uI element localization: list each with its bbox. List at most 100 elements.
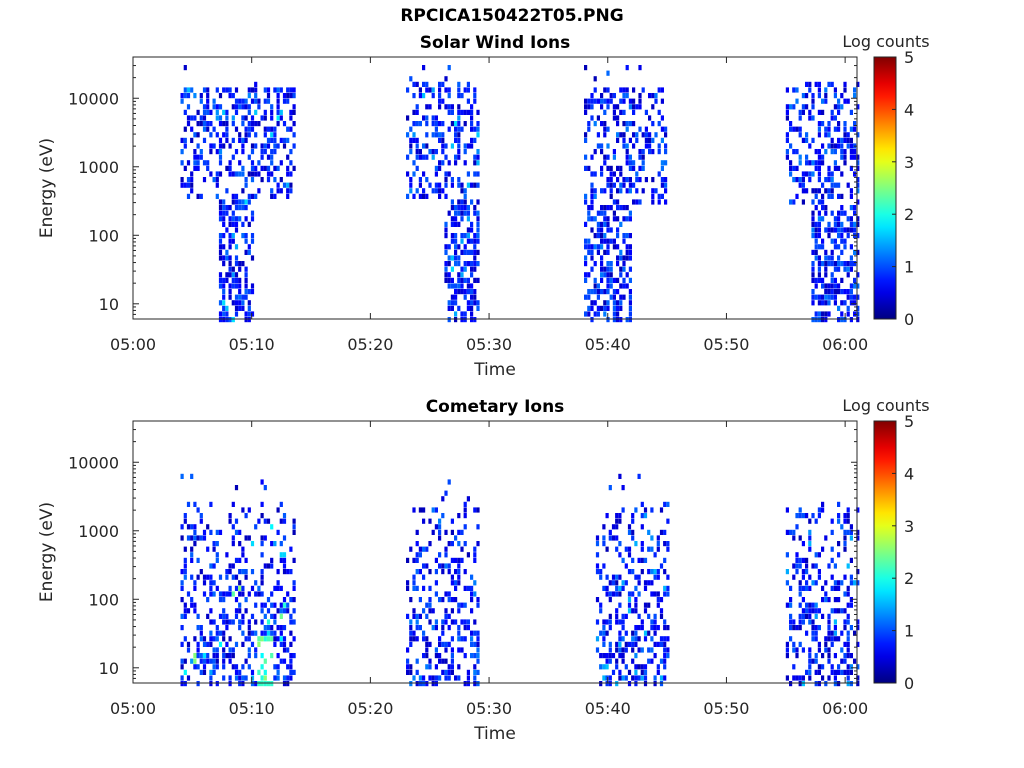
heatmap-cell [833, 104, 837, 110]
heatmap-cell [824, 210, 828, 216]
heatmap-cell [849, 535, 853, 541]
heatmap-cell [231, 524, 235, 530]
heatmap-cell [856, 311, 860, 317]
heatmap-cell [202, 574, 207, 580]
heatmap-cell [611, 574, 616, 580]
heatmap-cell [602, 541, 606, 547]
heatmap-cell [244, 177, 248, 183]
heatmap-cell [476, 300, 480, 306]
heatmap-cell [450, 143, 454, 149]
heatmap-cell [196, 647, 200, 653]
heatmap-cell [250, 569, 255, 575]
heatmap-cell [590, 255, 594, 261]
heatmap-cell [808, 535, 812, 541]
heatmap-cell [632, 98, 636, 104]
colorbar-tick-label: 0 [904, 674, 914, 693]
heatmap-cell [247, 132, 251, 138]
heatmap-cell [450, 518, 454, 524]
heatmap-cell [282, 636, 287, 642]
heatmap-cell [190, 87, 194, 93]
heatmap-cell [263, 485, 267, 491]
heatmap-cell [625, 205, 629, 211]
heatmap-cell [640, 569, 644, 575]
heatmap-cell [282, 569, 287, 575]
heatmap-cell [231, 104, 235, 110]
heatmap-cell [466, 98, 470, 104]
heatmap-cell [222, 630, 226, 636]
heatmap-cell [454, 283, 458, 289]
heatmap-cell [425, 143, 429, 149]
heatmap-cell [606, 283, 610, 289]
heatmap-cell [846, 261, 850, 267]
heatmap-cell [438, 529, 442, 535]
heatmap-cell [808, 658, 812, 664]
heatmap-cell [785, 675, 789, 681]
heatmap-cell [412, 585, 416, 591]
heatmap-cell [193, 653, 197, 659]
heatmap-cell [270, 524, 274, 530]
heatmap-cell [638, 149, 642, 155]
colorbar-tick-label: 0 [904, 310, 914, 329]
heatmap-cell [447, 625, 451, 631]
heatmap-cell [798, 182, 802, 188]
heatmap-cell [234, 283, 239, 289]
heatmap-cell [817, 121, 821, 127]
heatmap-cell [466, 283, 470, 289]
heatmap-cell [650, 580, 654, 586]
heatmap-cell [418, 569, 422, 575]
heatmap-cell [266, 625, 271, 631]
heatmap-cell [454, 132, 458, 138]
heatmap-cell [798, 591, 802, 597]
heatmap-cell [202, 126, 207, 132]
heatmap-cell [222, 294, 226, 300]
heatmap-cell [817, 227, 821, 233]
heatmap-cell [657, 121, 661, 127]
heatmap-cell [190, 171, 194, 177]
heatmap-cell [590, 244, 594, 250]
heatmap-cell [590, 216, 594, 222]
heatmap-cell [466, 305, 470, 311]
heatmap-cell [600, 261, 604, 267]
heatmap-cell [840, 580, 844, 586]
heatmap-cell [643, 630, 648, 636]
heatmap-cell [447, 479, 451, 485]
heatmap-cell [616, 227, 620, 233]
heatmap-cell [234, 87, 239, 93]
heatmap-cell [628, 154, 632, 160]
heatmap-cell [843, 546, 847, 552]
heatmap-cell [238, 585, 242, 591]
heatmap-cell [202, 137, 207, 143]
heatmap-cell [225, 255, 229, 261]
heatmap-cell [622, 266, 626, 272]
heatmap-cell [821, 98, 825, 104]
heatmap-cell [814, 681, 818, 687]
heatmap-cell [231, 193, 235, 199]
heatmap-cell [183, 182, 187, 188]
heatmap-cell [244, 216, 248, 222]
heatmap-cell [821, 205, 825, 211]
heatmap-cell [584, 104, 588, 110]
heatmap-cell [631, 641, 635, 647]
heatmap-cell [840, 104, 844, 110]
heatmap-cell [833, 277, 837, 283]
heatmap-cell [460, 277, 464, 283]
heatmap-cell [441, 669, 445, 675]
heatmap-cell [244, 283, 248, 289]
heatmap-cell [276, 165, 280, 171]
heatmap-cell [801, 177, 805, 183]
heatmap-cell [186, 87, 191, 93]
heatmap-cell [609, 171, 613, 177]
heatmap-cell [801, 557, 805, 563]
heatmap-cell [260, 569, 264, 575]
heatmap-cell [231, 563, 235, 569]
heatmap-cell [180, 664, 184, 670]
heatmap-cell [450, 233, 454, 239]
heatmap-cell [212, 177, 216, 183]
heatmap-cell [254, 602, 258, 608]
heatmap-cell [811, 294, 815, 300]
heatmap-cell [606, 249, 610, 255]
heatmap-cell [616, 300, 620, 306]
heatmap-cell [292, 165, 296, 171]
heatmap-cell [228, 205, 232, 211]
heatmap-cell [438, 160, 442, 166]
